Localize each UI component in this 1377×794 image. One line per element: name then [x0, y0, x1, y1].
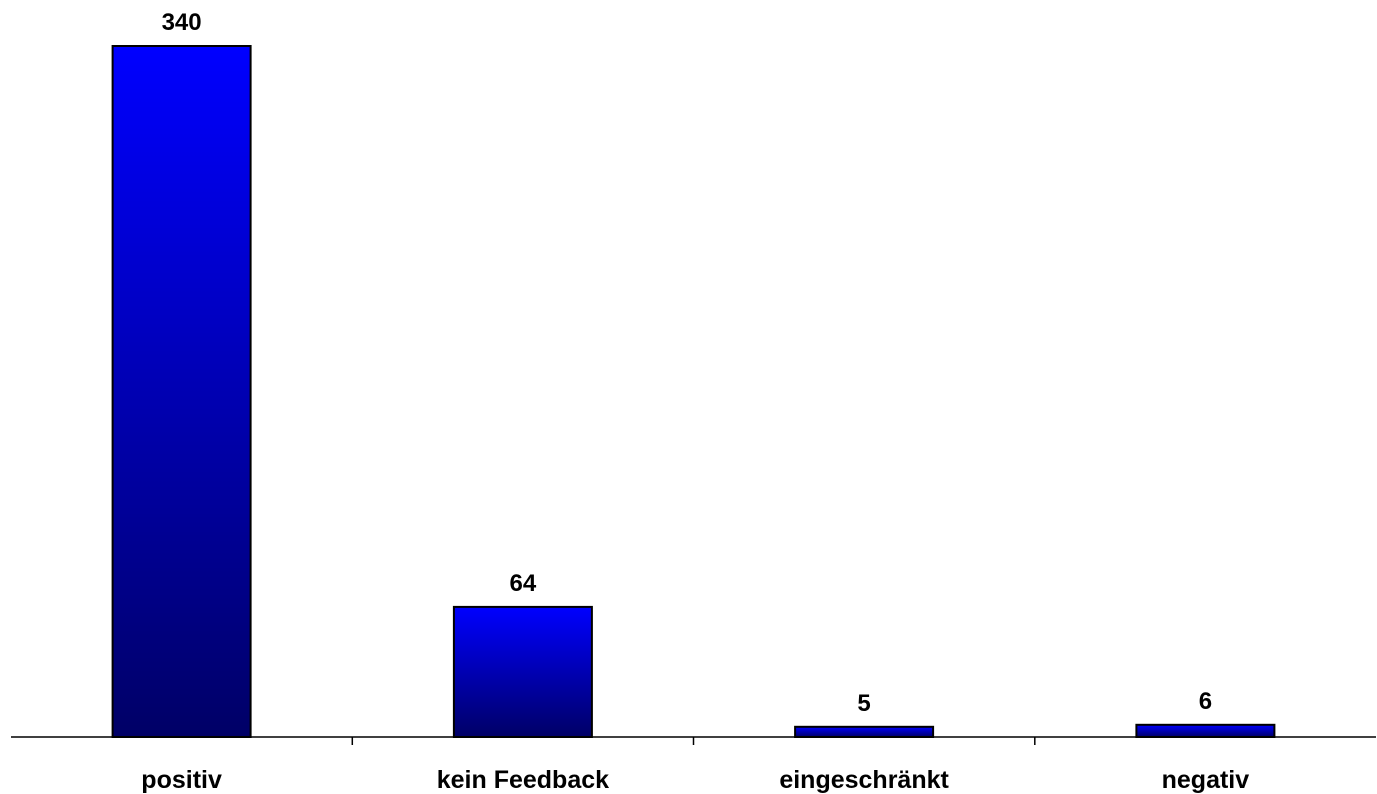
- x-tick-label: negativ: [1162, 766, 1250, 794]
- bar-eingeschr-nkt: [794, 725, 935, 738]
- bar-kein-feedback: [452, 605, 593, 739]
- x-tick-label: positiv: [141, 766, 222, 794]
- data-label: 64: [510, 570, 537, 597]
- bars-layer: [111, 45, 1276, 739]
- x-axis: [11, 736, 1376, 745]
- bar-positiv: [111, 45, 252, 738]
- x-tick-label: kein Feedback: [437, 766, 609, 794]
- data-label: 340: [162, 9, 202, 36]
- bar-negativ: [1135, 723, 1276, 738]
- data-label: 5: [857, 690, 870, 717]
- labels-layer: 340 64 5 6 positiv kein Feedback eingeschränkt…: [141, 9, 1249, 794]
- x-tick-label: eingeschränkt: [779, 766, 949, 794]
- data-label: 6: [1199, 688, 1212, 715]
